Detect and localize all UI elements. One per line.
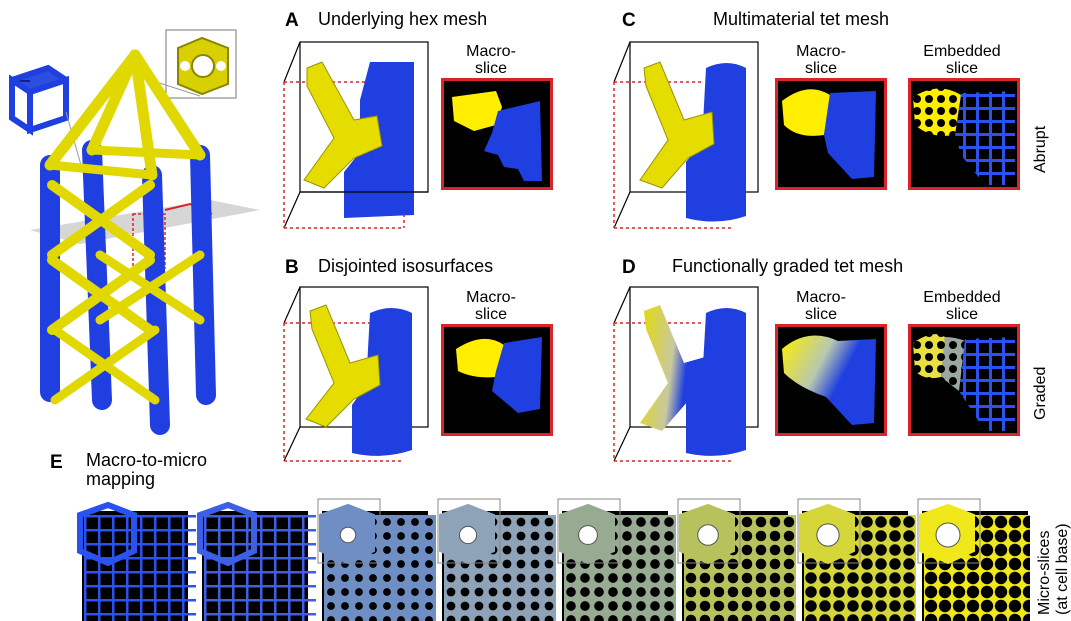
panel-c-embedded-label: Embedded slice: [923, 43, 1001, 77]
panel-d-side-label: Graded: [1032, 366, 1049, 420]
panel-c-letter: C: [622, 10, 636, 31]
panel-d-embedded-label: Embedded slice: [923, 289, 1001, 323]
micro-slice-tile: [557, 498, 676, 621]
panel-c-tet-mesh: [613, 41, 759, 229]
micro-slice-tile: [317, 498, 436, 621]
panel-d-title: Functionally graded tet mesh: [672, 256, 904, 276]
panel-a-hex-mesh: [283, 41, 429, 229]
panel-a-letter: A: [285, 10, 299, 31]
blue-cube-icon: [9, 64, 69, 136]
yellow-cell-icon: [165, 29, 237, 99]
micro-slice-tile: [197, 501, 316, 621]
panel-c-side-label: Abrupt: [1032, 125, 1049, 173]
unit-cell-cube-icon: [317, 498, 381, 565]
panel-c-macro-label: Macro-slice: [796, 43, 846, 77]
tower-legs: [40, 49, 216, 435]
panel-d-macro-slice: [775, 324, 887, 436]
panel-b-title: Disjointed isosurfaces: [318, 256, 494, 276]
micro-slice-tile: [77, 501, 196, 621]
panel-c-title: Multimaterial tet mesh: [713, 9, 890, 29]
panel-e-title: Macro-to-micro mapping: [86, 450, 208, 489]
panel-e-side-label: Micro-slices (at cell base): [1036, 523, 1071, 615]
unit-cell-cube-icon: [797, 498, 861, 565]
panel-a-macro-label: Macro-slice: [466, 43, 516, 77]
micro-slice-tile: [677, 498, 796, 621]
panel-a-macro-slice: [441, 78, 553, 190]
panel-d-embedded-slice: [908, 324, 1020, 436]
unit-cell-cube-icon: [437, 498, 501, 565]
panel-d-graded-mesh: [613, 286, 759, 462]
panel-a-title: Underlying hex mesh: [318, 9, 488, 29]
unit-cell-cube-icon: [557, 498, 621, 565]
micro-slice-tile: [917, 498, 1030, 621]
panel-b-macro-slice: [441, 324, 553, 436]
unit-cell-cube-icon: [197, 501, 257, 567]
micro-slice-tile: [797, 498, 916, 621]
micro-slice-strip: [70, 497, 1030, 621]
panel-d-letter: D: [622, 257, 636, 278]
panel-b-letter: B: [285, 257, 299, 278]
panel-b-macro-label: Macro-slice: [466, 289, 516, 323]
panel-c-macro-slice: [775, 78, 887, 190]
unit-cell-cube-icon: [77, 501, 137, 567]
panel-e-letter: E: [50, 452, 63, 473]
micro-slice-tile: [437, 498, 556, 621]
panel-d-macro-label: Macro-slice: [796, 289, 846, 323]
tower-illustration: [9, 29, 260, 435]
panel-c-embedded-slice: [908, 78, 1020, 190]
panel-b-isosurfaces: [283, 286, 429, 462]
unit-cell-cube-icon: [677, 498, 741, 565]
unit-cell-cube-icon: [917, 498, 981, 565]
